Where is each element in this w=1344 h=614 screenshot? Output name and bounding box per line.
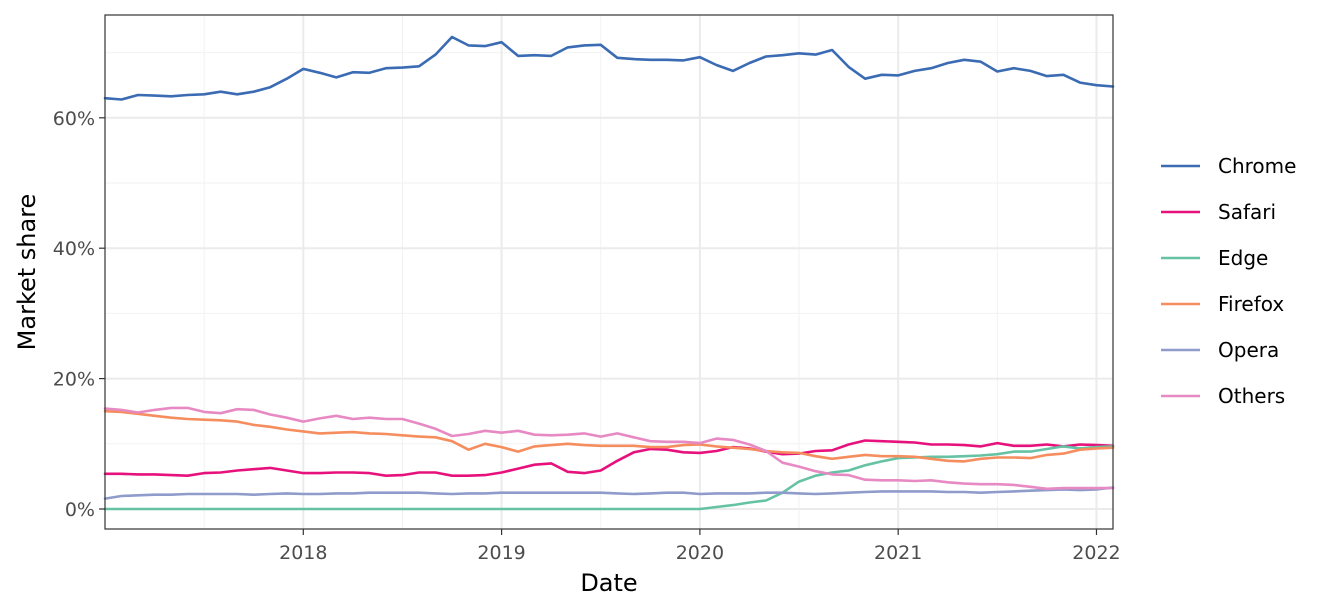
- x-tick-label: 2020: [676, 542, 724, 564]
- legend: Chrome Safari Edge Firefox Opera Others: [1161, 154, 1296, 408]
- legend-label-others: Others: [1218, 384, 1285, 408]
- series-line-chrome: [103, 35, 1115, 101]
- legend-label-firefox: Firefox: [1218, 292, 1284, 316]
- legend-label-opera: Opera: [1218, 338, 1279, 362]
- series-line-safari: [103, 439, 1115, 478]
- y-tick-label: 20%: [53, 369, 95, 391]
- y-tick-label: 60%: [53, 108, 95, 130]
- y-axis-title: Market share: [13, 194, 41, 351]
- series-line-others: [103, 406, 1115, 491]
- plot-panel-border: [104, 14, 1114, 530]
- x-tick-label: 2019: [477, 542, 525, 564]
- y-tick-label: 0%: [65, 499, 95, 521]
- series-line-edge: [103, 445, 1115, 511]
- x-tick-label: 2018: [279, 542, 327, 564]
- x-axis-title: Date: [580, 569, 637, 597]
- legend-label-edge: Edge: [1218, 246, 1268, 270]
- series-line-opera: [103, 486, 1115, 500]
- legend-label-safari: Safari: [1218, 200, 1276, 224]
- x-tick-label: 2022: [1072, 542, 1120, 564]
- legend-label-chrome: Chrome: [1218, 154, 1296, 178]
- series-lines: [103, 35, 1115, 511]
- x-tick-label: 2021: [874, 542, 922, 564]
- axis-ticks: 0% 20% 40% 60% 2018 2019 2020 2021 2022: [53, 108, 1121, 564]
- series-line-firefox: [103, 409, 1115, 463]
- y-tick-label: 40%: [53, 238, 95, 260]
